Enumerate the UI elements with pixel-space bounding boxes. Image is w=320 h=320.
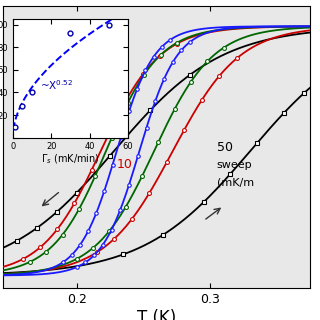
- Text: 1: 1: [87, 96, 95, 109]
- Text: 5: 5: [106, 126, 114, 139]
- Text: 10: 10: [117, 158, 132, 172]
- Text: sweep: sweep: [217, 160, 252, 170]
- Text: (mK/m: (mK/m: [217, 178, 254, 188]
- X-axis label: $\Gamma_s$ (mK/min): $\Gamma_s$ (mK/min): [41, 153, 100, 166]
- Text: 50: 50: [217, 141, 233, 154]
- Text: ~X$^{0.52}$: ~X$^{0.52}$: [40, 78, 73, 92]
- X-axis label: T (K): T (K): [137, 308, 176, 320]
